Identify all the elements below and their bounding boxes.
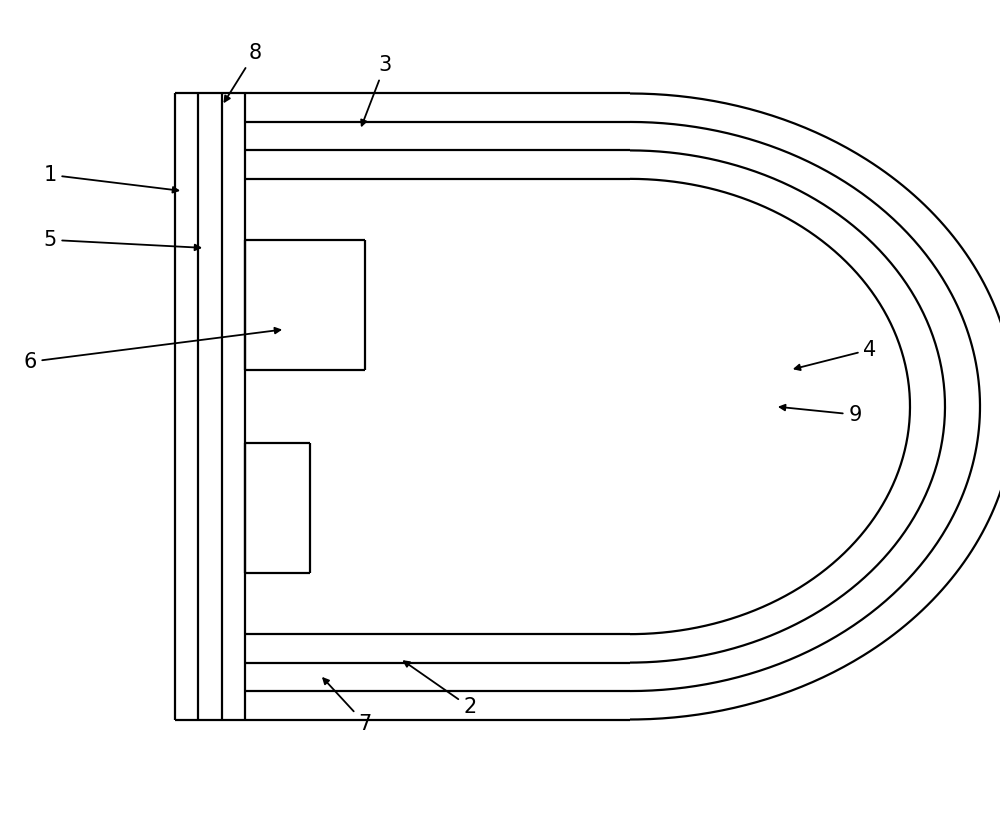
Text: 5: 5 [43, 230, 200, 250]
Text: 4: 4 [795, 340, 877, 370]
Text: 3: 3 [361, 55, 392, 125]
Text: 2: 2 [404, 661, 477, 717]
Text: 9: 9 [780, 405, 862, 424]
Text: 1: 1 [43, 165, 178, 193]
Text: 8: 8 [225, 43, 262, 102]
Text: 7: 7 [323, 678, 372, 733]
Text: 6: 6 [23, 328, 280, 372]
